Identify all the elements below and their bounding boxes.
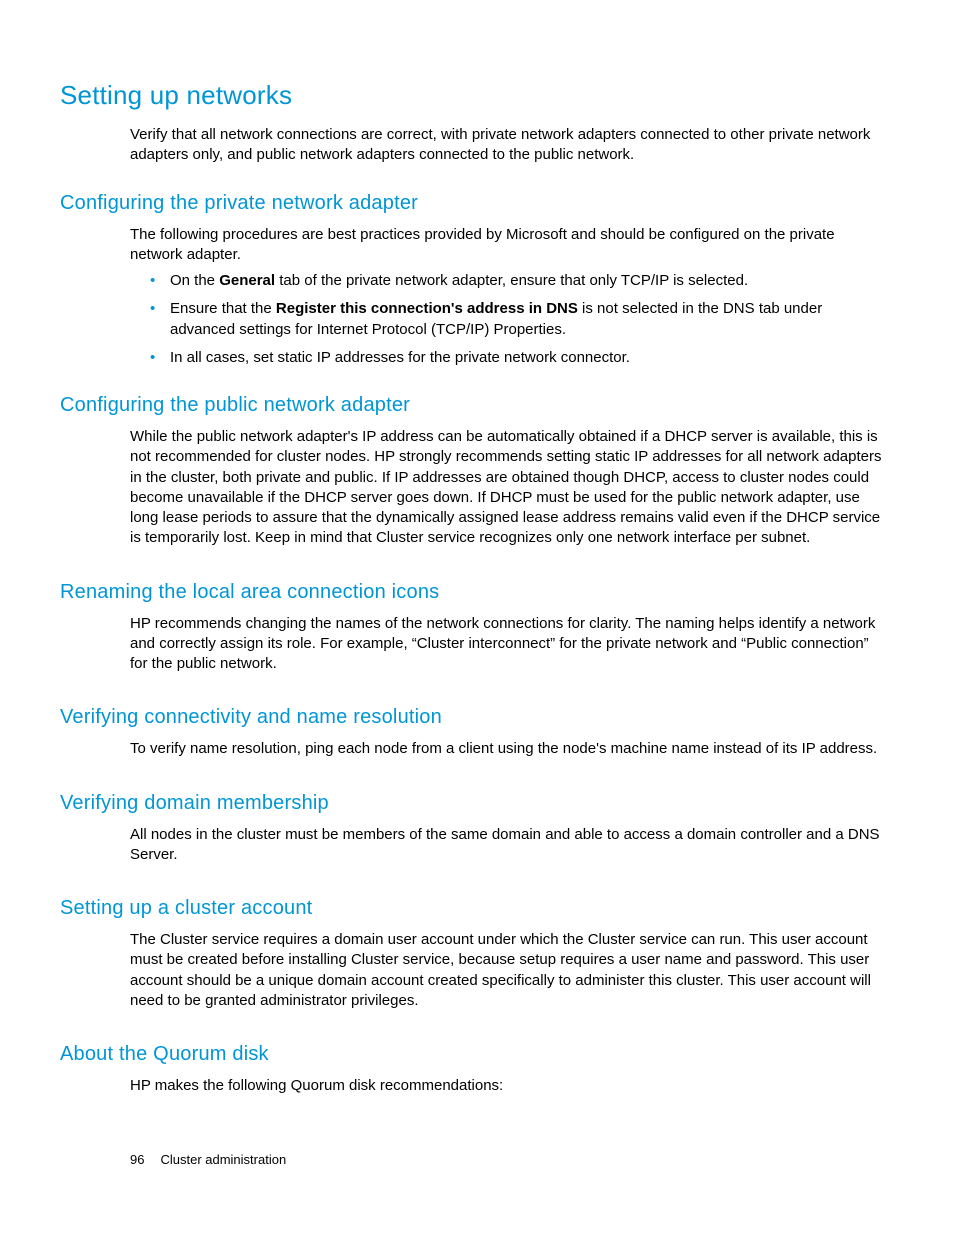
section-body-quorum: HP makes the following Quorum disk recom… xyxy=(130,1076,884,1096)
section-heading-cluster-account: Setting up a cluster account xyxy=(60,897,894,920)
paragraph: While the public network adapter's IP ad… xyxy=(130,427,884,549)
paragraph: HP makes the following Quorum disk recom… xyxy=(130,1076,884,1096)
section-body-domain: All nodes in the cluster must be members… xyxy=(130,825,884,866)
section-body-private-adapter: The following procedures are best practi… xyxy=(130,225,884,369)
intro-text: Verify that all network connections are … xyxy=(130,125,884,166)
bullet-list: On the General tab of the private networ… xyxy=(130,271,884,368)
section-body-public-adapter: While the public network adapter's IP ad… xyxy=(130,427,884,549)
list-item: Ensure that the Register this connection… xyxy=(130,299,884,340)
paragraph: The following procedures are best practi… xyxy=(130,225,884,266)
section-heading-private-adapter: Configuring the private network adapter xyxy=(60,192,894,215)
section-heading-quorum: About the Quorum disk xyxy=(60,1043,894,1066)
paragraph: All nodes in the cluster must be members… xyxy=(130,825,884,866)
bold-text: General xyxy=(219,272,275,289)
document-page: Setting up networks Verify that all netw… xyxy=(0,0,954,1235)
paragraph: To verify name resolution, ping each nod… xyxy=(130,739,884,759)
section-body-connectivity: To verify name resolution, ping each nod… xyxy=(130,739,884,759)
text: Ensure that the xyxy=(170,300,276,317)
chapter-name: Cluster administration xyxy=(160,1152,286,1167)
paragraph: HP recommends changing the names of the … xyxy=(130,614,884,675)
list-item: On the General tab of the private networ… xyxy=(130,271,884,291)
page-footer: 96 Cluster administration xyxy=(130,1152,286,1167)
intro-block: Verify that all network connections are … xyxy=(130,125,884,166)
section-body-renaming: HP recommends changing the names of the … xyxy=(130,614,884,675)
section-heading-public-adapter: Configuring the public network adapter xyxy=(60,394,894,417)
page-title: Setting up networks xyxy=(60,80,894,111)
section-heading-renaming: Renaming the local area connection icons xyxy=(60,581,894,604)
section-body-cluster-account: The Cluster service requires a domain us… xyxy=(130,930,884,1011)
list-item: In all cases, set static IP addresses fo… xyxy=(130,348,884,368)
paragraph: The Cluster service requires a domain us… xyxy=(130,930,884,1011)
text: tab of the private network adapter, ensu… xyxy=(275,272,748,289)
text: On the xyxy=(170,272,219,289)
section-heading-connectivity: Verifying connectivity and name resoluti… xyxy=(60,706,894,729)
page-number: 96 xyxy=(130,1152,144,1167)
section-heading-domain: Verifying domain membership xyxy=(60,792,894,815)
bold-text: Register this connection's address in DN… xyxy=(276,300,578,317)
